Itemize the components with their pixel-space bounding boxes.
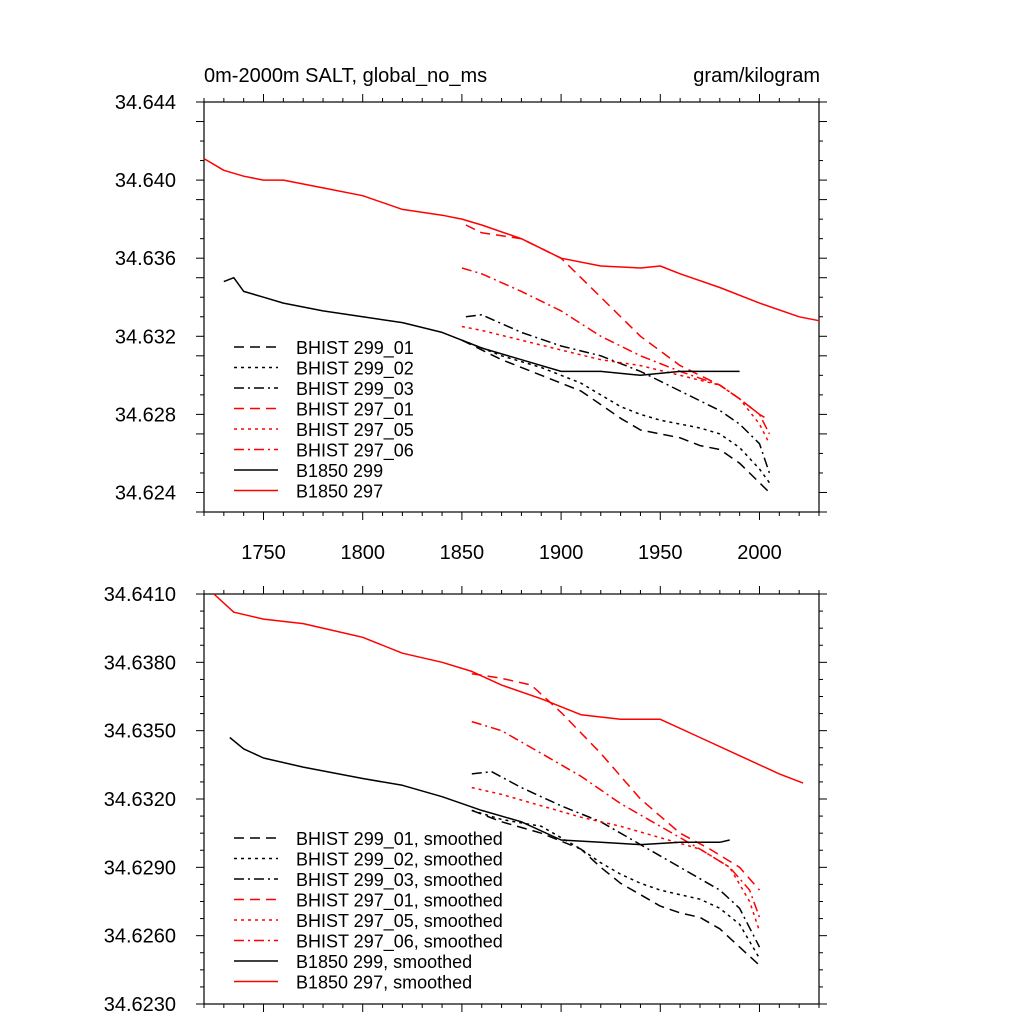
legend-label: B1850 297, smoothed — [296, 973, 472, 993]
series-line — [471, 770, 761, 948]
bottom-panel: 34.6230 34.6260 34.6290 34.6320 34.6350 34.63… — [104, 584, 827, 1016]
x-tick-label: 2000 — [737, 542, 782, 564]
y-tick-label: 34.6290 — [104, 857, 176, 879]
bottom-axes: 34.6230 34.6260 34.6290 34.6320 34.6350 34.63… — [104, 584, 827, 1016]
series-line — [461, 339, 771, 484]
series-line — [471, 809, 761, 959]
y-tick-label: 34.636 — [115, 248, 176, 270]
x-tick-label: 1850 — [440, 542, 485, 564]
x-tick-label: 1950 — [638, 542, 683, 564]
series-line — [203, 157, 820, 322]
y-tick-label: 34.624 — [115, 482, 176, 504]
legend-label: BHIST 297_06, smoothed — [296, 932, 503, 953]
legend-label: BHIST 297_01 — [296, 400, 414, 421]
series-line — [471, 809, 761, 966]
legend-label: B1850 299, smoothed — [296, 952, 472, 972]
legend-label: BHIST 299_02, smoothed — [296, 850, 503, 871]
top-panel: 0m-2000m SALT, global_no_ms gram/kilogra… — [115, 65, 827, 564]
legend-label: B1850 299 — [296, 461, 383, 481]
legend-label: B1850 297 — [296, 482, 383, 502]
plot-frame — [203, 101, 820, 513]
y-tick-label: 34.6230 — [104, 994, 176, 1016]
x-tick-label: 1800 — [340, 542, 385, 564]
y-tick-label: 34.6380 — [104, 652, 176, 674]
series-line — [461, 339, 770, 494]
legend-label: BHIST 297_06 — [296, 441, 414, 462]
bottom-series-lines — [213, 593, 804, 966]
legend-label: BHIST 297_05, smoothed — [296, 911, 503, 932]
y-tick-label: 34.632 — [115, 326, 176, 348]
series-line — [213, 593, 804, 784]
series-line — [471, 786, 761, 932]
series-line — [223, 276, 740, 377]
top-series-lines — [203, 157, 820, 494]
legend-label: BHIST 297_05 — [296, 420, 414, 441]
x-tick-label: 1750 — [241, 542, 286, 564]
y-tick-label: 34.6260 — [104, 926, 176, 948]
series-line — [465, 314, 771, 474]
series-line — [461, 267, 771, 435]
legend-label: BHIST 299_01, smoothed — [296, 829, 503, 850]
y-tick-label: 34.640 — [115, 170, 176, 192]
y-tick-label: 34.644 — [115, 92, 176, 114]
series-line — [229, 736, 730, 846]
panel-title: 0m-2000m SALT, global_no_ms — [204, 65, 487, 87]
y-tick-label: 34.6410 — [104, 584, 176, 606]
x-tick-label: 1900 — [539, 542, 584, 564]
y-tick-label: 34.6350 — [104, 721, 176, 743]
series-line — [465, 224, 770, 421]
y-tick-label: 34.6320 — [104, 789, 176, 811]
top-axes: 1750 1800 1850 1900 1950 2000 34.624 34.628 34.6… — [115, 92, 827, 564]
y-tick-label: 34.628 — [115, 404, 176, 426]
legend-label: BHIST 299_03 — [296, 379, 414, 400]
series-line — [471, 720, 761, 918]
units-label: gram/kilogram — [693, 65, 820, 87]
legend-label: BHIST 299_01 — [296, 338, 414, 359]
series-line — [471, 672, 761, 891]
legend-label: BHIST 297_01, smoothed — [296, 891, 503, 912]
legend-label: BHIST 299_03, smoothed — [296, 870, 503, 891]
series-line — [461, 325, 771, 445]
legend-label: BHIST 299_02 — [296, 359, 414, 380]
